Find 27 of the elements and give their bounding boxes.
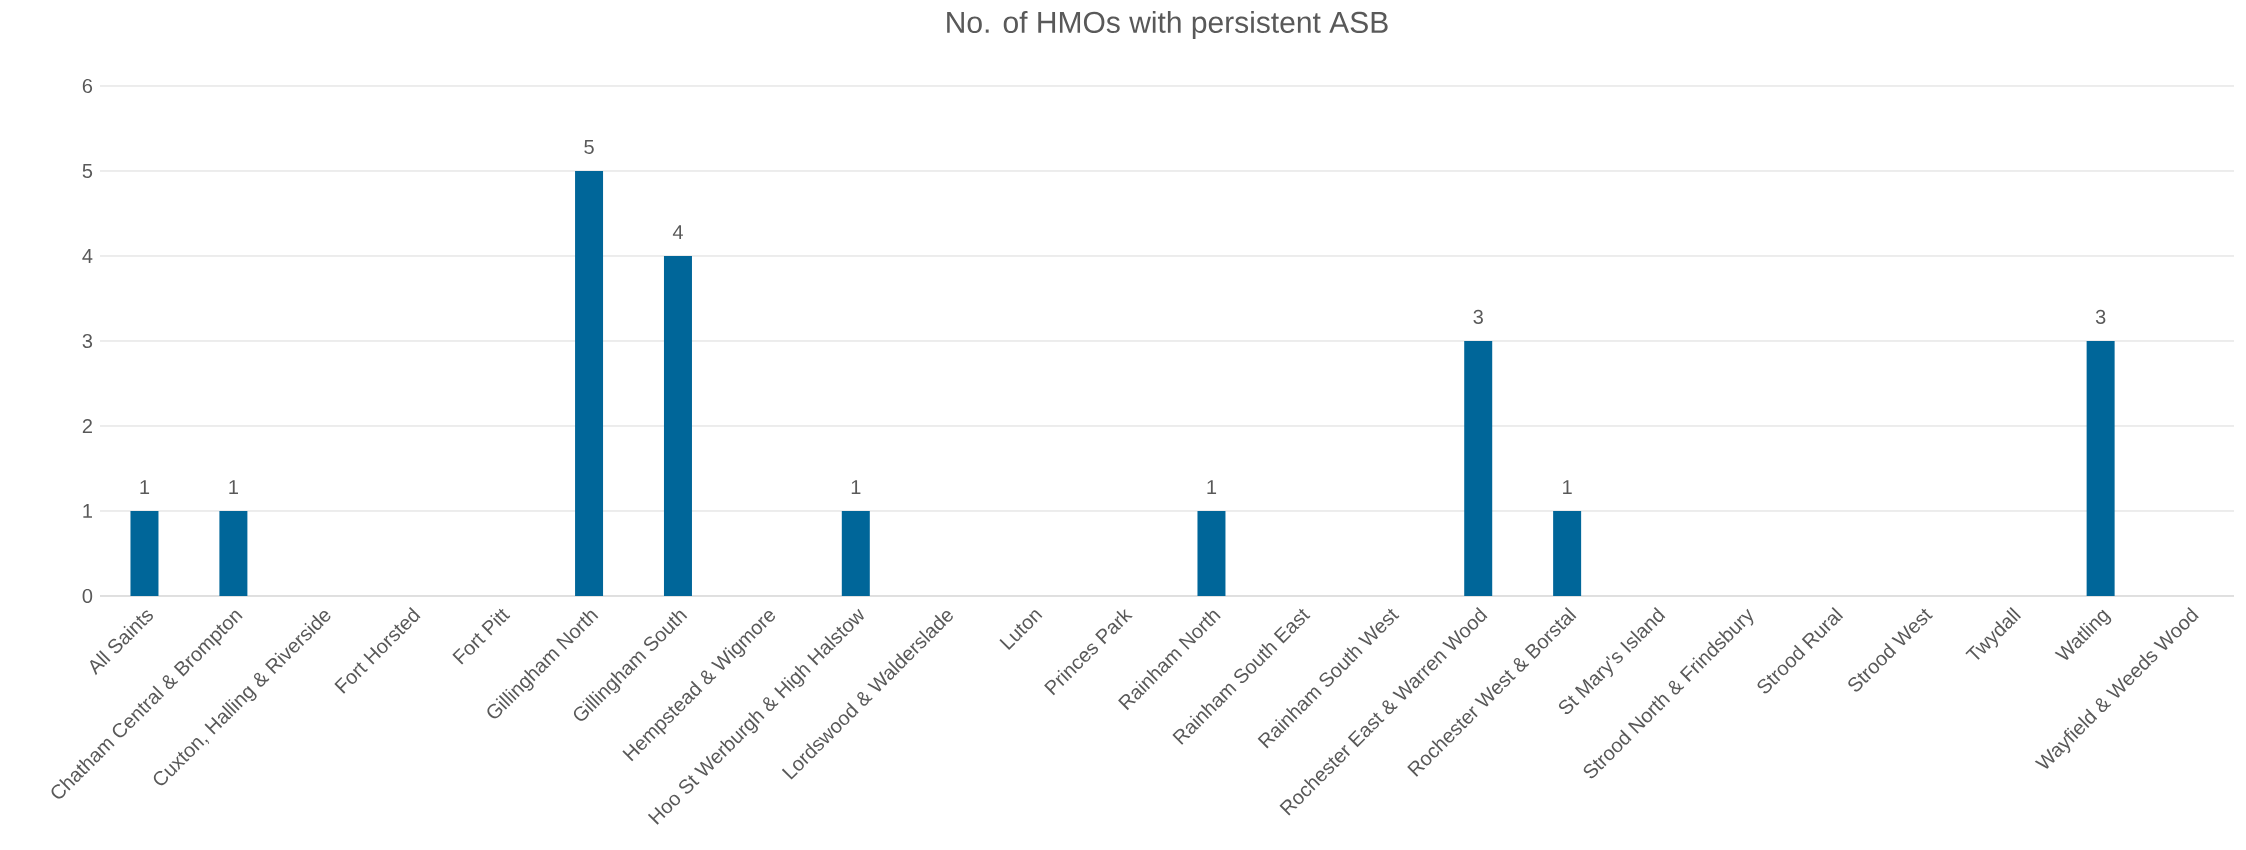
- y-tick-label: 5: [82, 164, 93, 178]
- bar: [663, 256, 692, 596]
- data-label: 1: [1563, 480, 1572, 494]
- data-label: 1: [140, 480, 150, 494]
- bar: [575, 171, 604, 596]
- data-label: 5: [584, 139, 594, 154]
- data-label: 1: [1207, 480, 1217, 494]
- x-tick-label: Fort Pitt: [452, 608, 511, 665]
- bar: [2086, 341, 2115, 596]
- data-label: 1: [229, 480, 238, 494]
- bar: [130, 510, 159, 596]
- bar: [1553, 510, 1582, 596]
- bar: [219, 510, 248, 596]
- bar: [1464, 341, 1493, 596]
- y-tick-label: 6: [82, 78, 93, 94]
- y-tick-label: 1: [83, 504, 92, 518]
- data-label: 3: [1473, 309, 1483, 324]
- chart-title: No. of HMOs with persistent ASB: [947, 10, 1388, 39]
- data-label: 4: [672, 225, 683, 239]
- data-label: 3: [2095, 309, 2106, 324]
- y-tick-label: 4: [82, 249, 93, 263]
- y-tick-label: 3: [82, 333, 93, 349]
- y-tick-label: 2: [82, 419, 92, 433]
- y-tick-label: 0: [82, 588, 93, 604]
- data-label: 1: [851, 480, 861, 494]
- bar: [841, 510, 870, 596]
- bar: [1197, 510, 1226, 596]
